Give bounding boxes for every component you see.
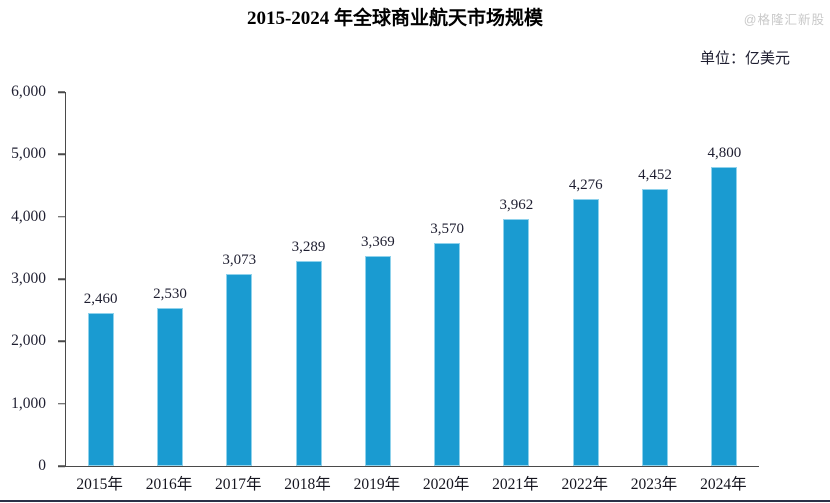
bar-slot: 4,452 (620, 92, 689, 466)
bar-value-label: 3,289 (291, 239, 326, 255)
watermark: @格隆汇新股 (743, 13, 825, 27)
plot-area: 2,460 2,530 3,073 3,289 3,369 3,570 3,962 4,276… (65, 92, 759, 467)
y-tick-mark (58, 278, 65, 280)
bar-value-label: 2,530 (153, 286, 187, 303)
bar-value-label: 3,570 (430, 221, 464, 238)
y-tick-mark (58, 91, 65, 93)
bar (295, 261, 322, 466)
y-tick-mark (58, 465, 65, 467)
x-axis-labels: 2015年 2016年 2017年 2018年 2019年 2020年 2021年 2022年… (65, 472, 758, 494)
x-tick-label: 2019年 (353, 476, 401, 493)
x-tick-label: 2023年 (630, 476, 678, 493)
bar (572, 199, 599, 466)
bar-series: 2,460 2,530 3,073 3,289 3,369 3,570 3,962 4,276… (66, 92, 759, 466)
bar (226, 274, 253, 466)
y-tick-mark (58, 215, 65, 218)
bar-slot: 3,073 (205, 92, 274, 466)
bar (503, 219, 530, 466)
x-tick-label: 2020年 (422, 476, 470, 493)
chart-title: 2015-2024 年全球商业航天市场规模 (246, 8, 544, 29)
y-tick-mark (58, 402, 65, 405)
y-tick-label: 1,000 (11, 394, 46, 412)
bar-slot: 3,570 (412, 92, 481, 466)
bar-value-label: 4,452 (638, 166, 672, 183)
bar-slot: 4,276 (551, 92, 620, 466)
bar-slot: 4,800 (690, 92, 759, 466)
unit-label: 单位：亿美元 (699, 51, 790, 67)
y-tick-label: 6,000 (11, 83, 46, 100)
bar-slot: 3,289 (274, 92, 343, 466)
bar (434, 243, 461, 466)
y-tick-label: 0 (38, 457, 46, 474)
y-tick-label: 3,000 (11, 270, 46, 287)
bar (711, 166, 738, 466)
y-tick-mark (58, 153, 65, 156)
bar-value-label: 2,460 (83, 290, 118, 307)
x-tick-label: 2021年 (492, 476, 539, 493)
bar-value-label: 3,073 (222, 252, 257, 269)
bar (364, 256, 391, 466)
y-tick-mark (58, 340, 65, 343)
y-tick-label: 4,000 (11, 207, 46, 225)
x-tick-label: 2022年 (561, 476, 608, 493)
y-axis-ticks (0, 91, 65, 467)
bar (87, 312, 114, 466)
x-tick-label: 2017年 (214, 476, 262, 493)
bar-slot: 3,962 (482, 92, 551, 466)
bar-value-label: 4,276 (568, 177, 603, 194)
bar-slot: 2,460 (66, 92, 135, 466)
bar-slot: 2,530 (135, 92, 204, 466)
bar-slot: 3,369 (343, 92, 412, 466)
x-tick-label: 2016年 (145, 476, 193, 493)
bottom-border (0, 500, 830, 502)
y-tick-label: 2,000 (11, 332, 46, 350)
bar-value-label: 3,962 (499, 197, 534, 214)
y-tick-label: 5,000 (11, 145, 46, 163)
x-tick-label: 2024年 (700, 476, 747, 493)
x-tick-label: 2015年 (76, 476, 123, 493)
bar (642, 188, 669, 466)
y-axis-labels: 0 1,000 2,000 3,000 4,000 5,000 6,000 (0, 83, 55, 474)
bar-value-label: 3,369 (360, 234, 395, 250)
x-tick-label: 2018年 (284, 476, 331, 493)
bar-value-label: 4,800 (707, 144, 742, 161)
bar (156, 308, 183, 466)
